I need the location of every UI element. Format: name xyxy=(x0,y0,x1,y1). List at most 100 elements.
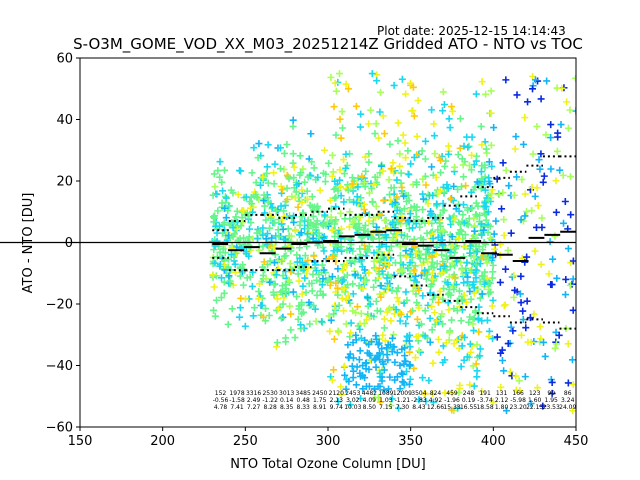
scatter-point xyxy=(271,251,279,259)
scatter-point xyxy=(439,295,447,303)
scatter-point xyxy=(330,335,338,343)
scatter-point xyxy=(378,377,386,385)
scatter-point xyxy=(331,177,339,185)
scatter-point xyxy=(244,237,252,245)
bin-stat-label: 8.91 xyxy=(313,404,327,411)
y-tick-label: −60 xyxy=(46,421,73,436)
scatter-point xyxy=(512,372,520,380)
scatter-point xyxy=(289,116,297,124)
scatter-point xyxy=(295,305,303,313)
scatter-point xyxy=(361,183,369,191)
scatter-point xyxy=(521,114,529,122)
scatter-point xyxy=(386,373,394,381)
scatter-point xyxy=(304,256,312,264)
scatter-point xyxy=(219,187,227,195)
scatter-point xyxy=(266,278,274,286)
scatter-point xyxy=(315,229,323,237)
bin-stat-label: 3485 xyxy=(296,390,311,397)
scatter-point xyxy=(312,267,320,275)
scatter-point xyxy=(448,316,456,324)
scatter-point xyxy=(478,290,486,298)
scatter-point xyxy=(473,341,481,349)
scatter-point xyxy=(340,285,348,293)
scatter-point xyxy=(395,298,403,306)
scatter-point xyxy=(373,307,381,315)
scatter-point xyxy=(528,207,536,215)
bin-stat-label: 18.58 xyxy=(476,404,493,411)
scatter-point xyxy=(467,166,475,174)
scatter-point xyxy=(368,338,376,346)
scatter-point xyxy=(381,337,389,345)
scatter-point xyxy=(370,283,378,291)
bin-stat-label: 8.33 xyxy=(297,404,311,411)
scatter-point xyxy=(472,90,480,98)
scatter-point xyxy=(330,103,338,111)
scatter-point xyxy=(279,216,287,224)
scatter-point xyxy=(558,84,566,92)
scatter-point xyxy=(237,222,245,230)
scatter-point xyxy=(436,187,444,195)
scatter-point xyxy=(551,232,559,240)
scatter-point xyxy=(245,225,253,233)
scatter-point xyxy=(461,333,469,341)
scatter-point xyxy=(291,194,299,202)
scatter-point xyxy=(388,166,396,174)
scatter-point xyxy=(259,231,267,239)
scatter-point xyxy=(210,283,218,291)
scatter-point xyxy=(407,204,415,212)
scatter-point xyxy=(493,333,501,341)
scatter-point xyxy=(239,281,247,289)
scatter-point xyxy=(379,112,387,120)
scatter-point xyxy=(549,255,557,263)
scatter-point xyxy=(390,81,398,89)
scatter-point xyxy=(406,79,414,87)
scatter-point xyxy=(402,154,410,162)
scatter-point xyxy=(210,218,218,226)
scatter-point xyxy=(454,404,462,412)
scatter-point xyxy=(552,177,560,185)
scatter-point xyxy=(381,216,389,224)
scatter-point xyxy=(465,318,473,326)
scatter-point xyxy=(406,250,414,258)
scatter-point xyxy=(313,291,321,299)
scatter-point xyxy=(520,140,528,148)
bin-stat-label: -1.58 xyxy=(229,397,245,404)
scatter-point xyxy=(393,349,401,357)
scatter-point xyxy=(496,278,504,286)
scatter-point xyxy=(545,270,553,278)
scatter-point xyxy=(380,289,388,297)
scatter-point xyxy=(296,254,304,262)
scatter-point xyxy=(439,107,447,115)
bin-stat-label: 15.33 xyxy=(443,404,460,411)
scatter-point xyxy=(255,140,263,148)
scatter-point xyxy=(337,383,345,391)
scatter-point xyxy=(478,231,486,239)
scatter-point xyxy=(271,160,279,168)
scatter-point xyxy=(327,373,335,381)
scatter-point xyxy=(263,169,271,177)
scatter-point xyxy=(365,295,373,303)
scatter-point xyxy=(366,300,374,308)
scatter-point xyxy=(390,343,398,351)
scatter-point xyxy=(304,173,312,181)
scatter-point xyxy=(440,285,448,293)
scatter-point xyxy=(339,307,347,315)
scatter-point xyxy=(462,182,470,190)
scatter-point xyxy=(336,115,344,123)
scatter-point xyxy=(448,242,456,250)
scatter-point xyxy=(542,131,550,139)
scatter-point xyxy=(306,201,314,209)
scatter-point xyxy=(349,280,357,288)
scatter-point xyxy=(518,175,526,183)
scatter-point xyxy=(328,226,336,234)
bin-stat-label: 7.41 xyxy=(230,404,244,411)
scatter-point xyxy=(289,150,297,158)
scatter-point xyxy=(523,297,531,305)
bin-stat-label: 7.27 xyxy=(247,404,261,411)
scatter-point xyxy=(245,233,253,241)
scatter-point xyxy=(478,317,486,325)
scatter-point xyxy=(470,214,478,222)
scatter-point xyxy=(398,216,406,224)
scatter-point xyxy=(375,264,383,272)
scatter-point xyxy=(396,385,404,393)
